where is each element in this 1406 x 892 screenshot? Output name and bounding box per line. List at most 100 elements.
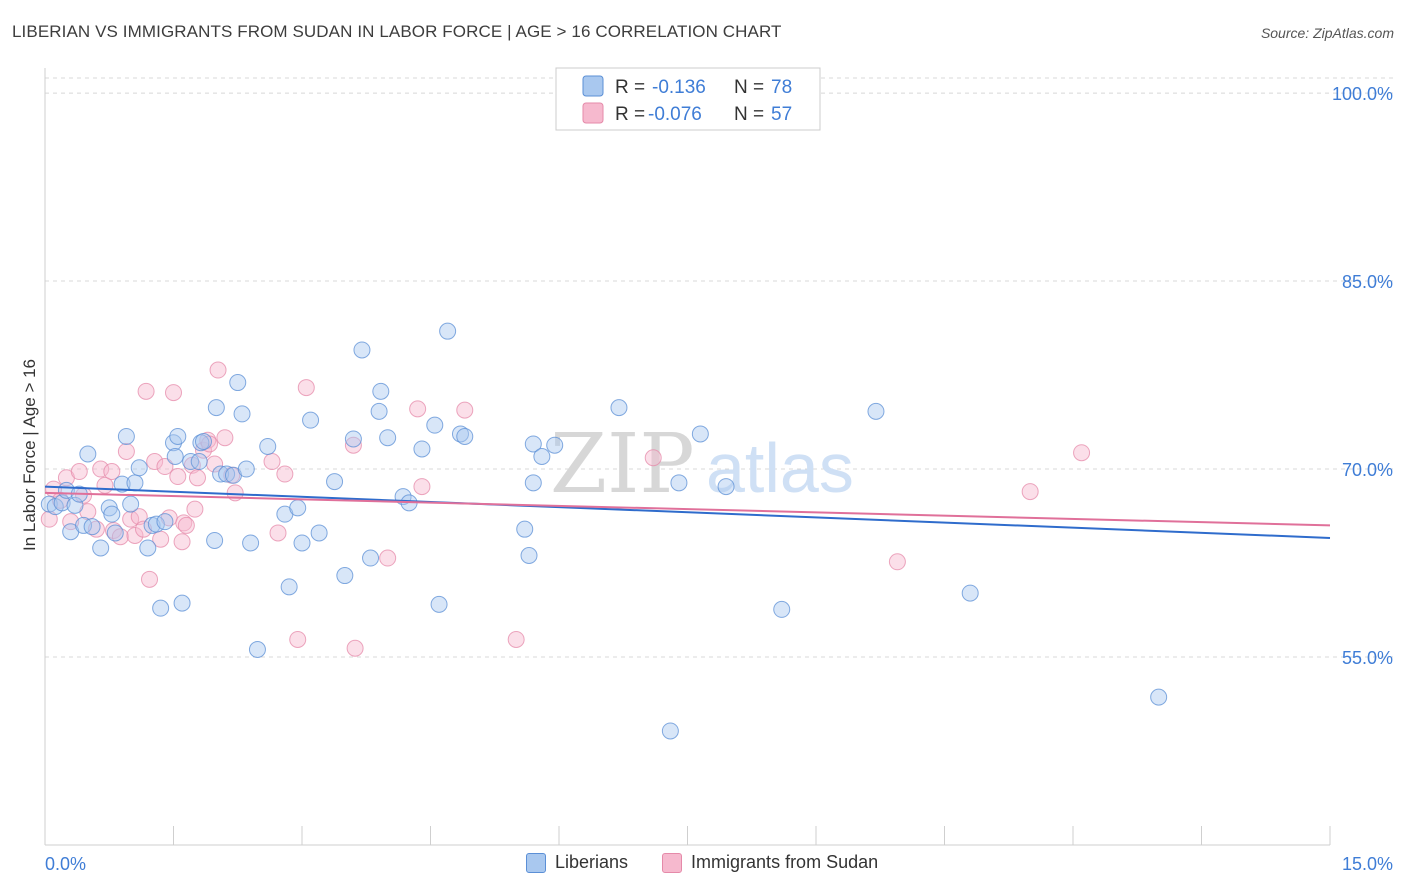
sudan-point-14 (117, 442, 135, 460)
liberians-point-8 (79, 445, 97, 463)
sudan-swatch (662, 852, 683, 873)
liberians-point-67 (524, 474, 542, 492)
liberians-point-26 (169, 427, 187, 445)
stats-r-label-2: R = (615, 104, 645, 125)
liberians-point-53 (362, 549, 380, 567)
liberians-point-12 (103, 505, 121, 523)
liberians-point-10 (92, 539, 110, 557)
liberians-point-46 (293, 534, 311, 552)
liberians-point-34 (212, 465, 230, 483)
x-tick-label-1: 15.0% (1342, 854, 1393, 874)
liberians-point-2 (53, 494, 71, 512)
stats-n-label-2: N = (734, 104, 764, 125)
liberians-point-77 (867, 402, 885, 420)
liberians-point-70 (546, 436, 564, 454)
legend-swatch-liberians (582, 75, 604, 97)
sudan-point-4 (62, 513, 80, 531)
sudan-point-28 (175, 514, 193, 532)
stats-r-value-2: -0.076 (648, 104, 702, 125)
liberians-point-60 (426, 416, 444, 434)
liberians-point-31 (194, 432, 212, 450)
liberians-point-44 (280, 578, 298, 596)
liberians-swatch (526, 852, 546, 873)
liberians-point-5 (66, 496, 84, 514)
stats-r-label-1: R = (615, 77, 645, 98)
legend-label-sudan: Immigrants from Sudan (691, 852, 879, 872)
liberians-point-23 (156, 513, 174, 531)
y-axis-label: In Labor Force | Age > 16 (20, 359, 39, 551)
liberians-point-49 (326, 473, 344, 491)
liberians-point-33 (207, 399, 225, 417)
liberians-point-74 (691, 425, 709, 443)
source-label: Source: ZipAtlas.com (1260, 25, 1394, 41)
liberians-point-59 (413, 440, 431, 458)
sudan-point-18 (135, 520, 153, 538)
y-tick-label-2: 85.0% (1342, 272, 1393, 292)
liberians-point-56 (379, 429, 397, 447)
sudan-point-46 (344, 436, 362, 454)
sudan-point-53 (644, 449, 662, 467)
sudan-point-43 (276, 465, 294, 483)
sudan-point-17 (130, 508, 148, 526)
y-tick-label-0: 55.0% (1342, 648, 1393, 668)
liberians-point-48 (310, 524, 328, 542)
sudan-point-52 (507, 630, 525, 648)
liberians-point-15 (117, 427, 135, 445)
legend-item-liberians[interactable]: Liberians (526, 852, 628, 873)
liberians-point-62 (439, 322, 457, 340)
liberians-point-40 (242, 534, 260, 552)
liberians-point-79 (1150, 688, 1168, 706)
sudan-point-20 (141, 570, 159, 588)
liberians-point-41 (248, 640, 266, 658)
sudan-point-49 (409, 400, 427, 418)
liberians-point-16 (122, 495, 140, 513)
liberians-point-22 (152, 599, 170, 617)
liberians-point-28 (182, 453, 200, 471)
liberians-point-73 (670, 474, 688, 492)
sudan-point-37 (209, 361, 227, 379)
liberians-point-68 (524, 435, 542, 453)
liberians-point-7 (75, 516, 93, 534)
sudan-point-48 (379, 549, 397, 567)
liberians-point-64 (456, 427, 474, 445)
liberians-point-50 (336, 567, 354, 585)
stats-n-label-1: N = (734, 77, 764, 98)
stats-n-value-1: 78 (771, 77, 792, 98)
liberians-point-76 (773, 600, 791, 618)
liberians-point-18 (130, 459, 148, 477)
sudan-point-19 (137, 382, 155, 400)
stats-n-value-2: 57 (771, 104, 792, 125)
watermark-zip: ZIP (550, 417, 695, 512)
chart-title: LIBERIAN VS IMMIGRANTS FROM SUDAN IN LAB… (12, 22, 782, 41)
watermark-atlas: atlas (706, 429, 854, 507)
sudan-point-55 (1021, 483, 1039, 501)
liberians-point-66 (520, 547, 538, 565)
sudan-point-5 (70, 463, 88, 481)
legend-item-sudan[interactable]: Immigrants from Sudan (662, 852, 878, 873)
liberians-point-32 (206, 531, 224, 549)
liberians-point-29 (190, 453, 208, 471)
sudan-point-25 (165, 384, 182, 402)
liberians-point-19 (139, 539, 157, 557)
sudan-point-47 (346, 639, 364, 657)
x-tick-label-0: 0.0% (45, 854, 86, 874)
legend-label-liberians: Liberians (555, 852, 629, 872)
liberians-point-72 (661, 722, 679, 740)
liberians-point-65 (516, 520, 534, 538)
sudan-point-44 (289, 630, 307, 648)
sudan-point-9 (92, 460, 110, 478)
liberians-trend-line (44, 485, 1331, 539)
sudan-point-27 (173, 533, 191, 551)
sudan-point-29 (177, 516, 195, 534)
sudan-point-42 (269, 524, 287, 542)
y-tick-label-3: 100.0% (1332, 84, 1393, 104)
liberians-point-27 (173, 594, 191, 612)
liberians-point-38 (233, 405, 251, 423)
sudan-point-11 (103, 463, 121, 481)
liberians-point-14 (113, 475, 131, 493)
sudan-point-51 (456, 401, 474, 419)
legend-swatch-sudan (582, 102, 604, 124)
sudan-point-38 (216, 429, 234, 447)
liberians-point-69 (533, 448, 551, 465)
